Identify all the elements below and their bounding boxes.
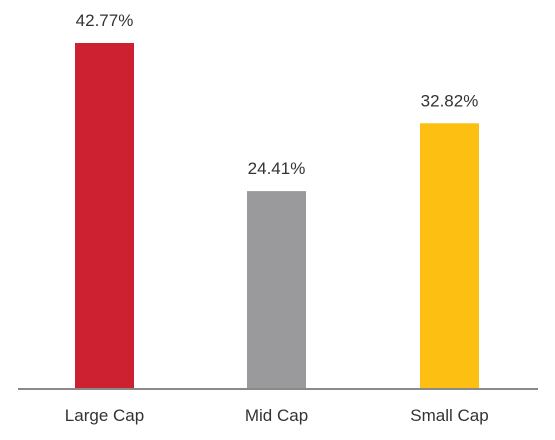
x-tick-label-large-cap: Large Cap xyxy=(65,406,144,425)
value-label-mid-cap: 24.41% xyxy=(248,159,306,178)
x-tick-label-small-cap: Small Cap xyxy=(410,406,488,425)
bar-mid-cap xyxy=(247,191,306,388)
value-label-small-cap: 32.82% xyxy=(421,91,479,110)
x-tick-labels-group: Large Cap Mid Cap Small Cap xyxy=(65,406,489,425)
bar-small-cap xyxy=(420,123,479,389)
bar-large-cap xyxy=(75,43,134,388)
value-labels-group: 42.77% 24.41% 32.82% xyxy=(76,11,479,178)
value-label-large-cap: 42.77% xyxy=(76,11,134,30)
bars-group xyxy=(75,43,479,389)
x-tick-label-mid-cap: Mid Cap xyxy=(245,406,308,425)
